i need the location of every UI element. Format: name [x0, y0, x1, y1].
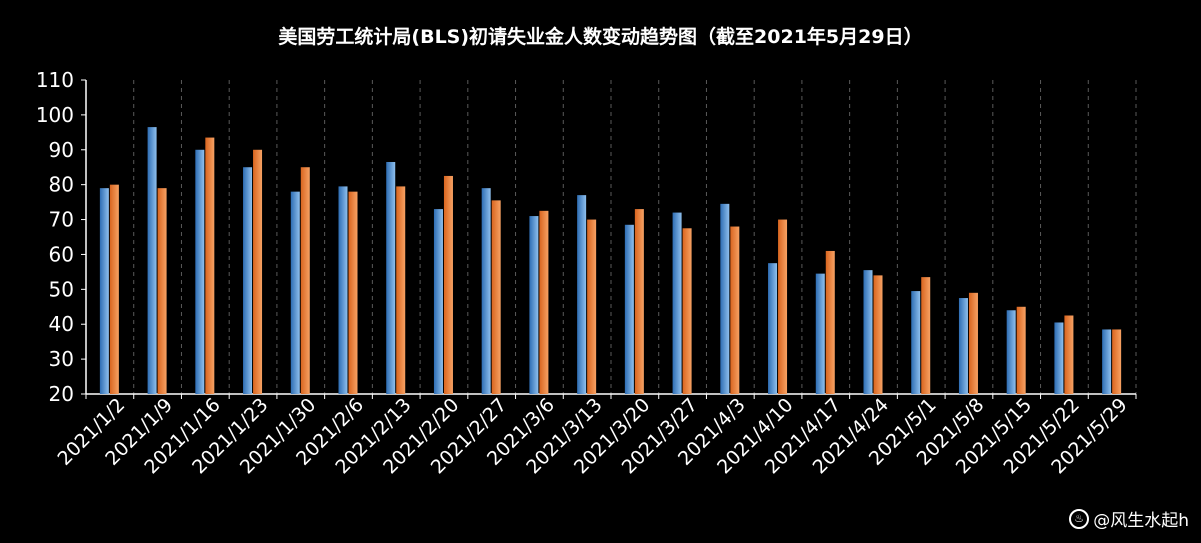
- bar-blue: [577, 195, 587, 394]
- bar-orange: [300, 167, 310, 394]
- bar-orange: [491, 200, 501, 394]
- bar-orange: [682, 228, 692, 394]
- y-tick-label: 20: [49, 382, 74, 406]
- chart-title: 美国劳工统计局(BLS)初请失业金人数变动趋势图（截至2021年5月29日）: [278, 26, 923, 48]
- bar-orange: [157, 188, 167, 394]
- bar-orange: [634, 209, 644, 394]
- bar-orange: [778, 219, 788, 394]
- bar-blue: [672, 212, 682, 394]
- bar-blue: [768, 263, 778, 394]
- bar-orange: [396, 186, 406, 394]
- y-tick-label: 50: [49, 277, 74, 301]
- bar-blue: [529, 216, 539, 394]
- y-tick-label: 40: [49, 312, 74, 336]
- bar-orange: [921, 277, 931, 394]
- bar-blue: [290, 191, 300, 394]
- bar-blue: [195, 149, 205, 394]
- bar-blue: [911, 291, 921, 394]
- bar-orange: [1016, 306, 1026, 394]
- bar-orange: [825, 250, 835, 394]
- y-tick-label: 60: [49, 242, 74, 266]
- bar-blue: [720, 203, 730, 394]
- weibo-icon: ♨: [1069, 508, 1090, 529]
- bar-blue: [624, 224, 634, 394]
- watermark-text: @风生水起h: [1093, 511, 1189, 531]
- bar-blue: [243, 167, 253, 394]
- bar-orange: [109, 184, 119, 394]
- bar-orange: [443, 175, 453, 394]
- bar-blue: [386, 161, 396, 394]
- bar-orange: [730, 226, 740, 394]
- y-tick-label: 70: [49, 208, 74, 232]
- bar-orange: [1112, 329, 1122, 394]
- bar-blue: [147, 127, 157, 394]
- bar-orange: [539, 210, 549, 394]
- bar-orange: [968, 292, 978, 394]
- bar-blue: [433, 209, 443, 394]
- bar-blue: [1006, 310, 1016, 394]
- y-tick-label: 110: [36, 68, 74, 92]
- y-tick-label: 90: [49, 138, 74, 162]
- watermark: ♨ @风生水起h: [1069, 506, 1189, 531]
- bar-orange: [587, 219, 597, 394]
- bar-orange: [205, 137, 215, 395]
- bar-blue: [1054, 322, 1064, 394]
- bar-blue: [1102, 329, 1112, 394]
- bar-blue: [99, 188, 109, 394]
- bar-orange: [253, 149, 263, 394]
- bar-blue: [481, 188, 491, 394]
- bar-orange: [348, 191, 358, 394]
- bar-blue: [815, 273, 825, 394]
- bar-blue: [338, 186, 348, 394]
- bar-blue: [958, 298, 968, 394]
- bar-orange: [873, 275, 883, 394]
- y-tick-label: 100: [36, 103, 74, 127]
- bar-orange: [1064, 315, 1074, 394]
- y-tick-label: 80: [49, 173, 74, 197]
- bar-blue: [863, 270, 873, 394]
- y-tick-label: 30: [49, 347, 74, 371]
